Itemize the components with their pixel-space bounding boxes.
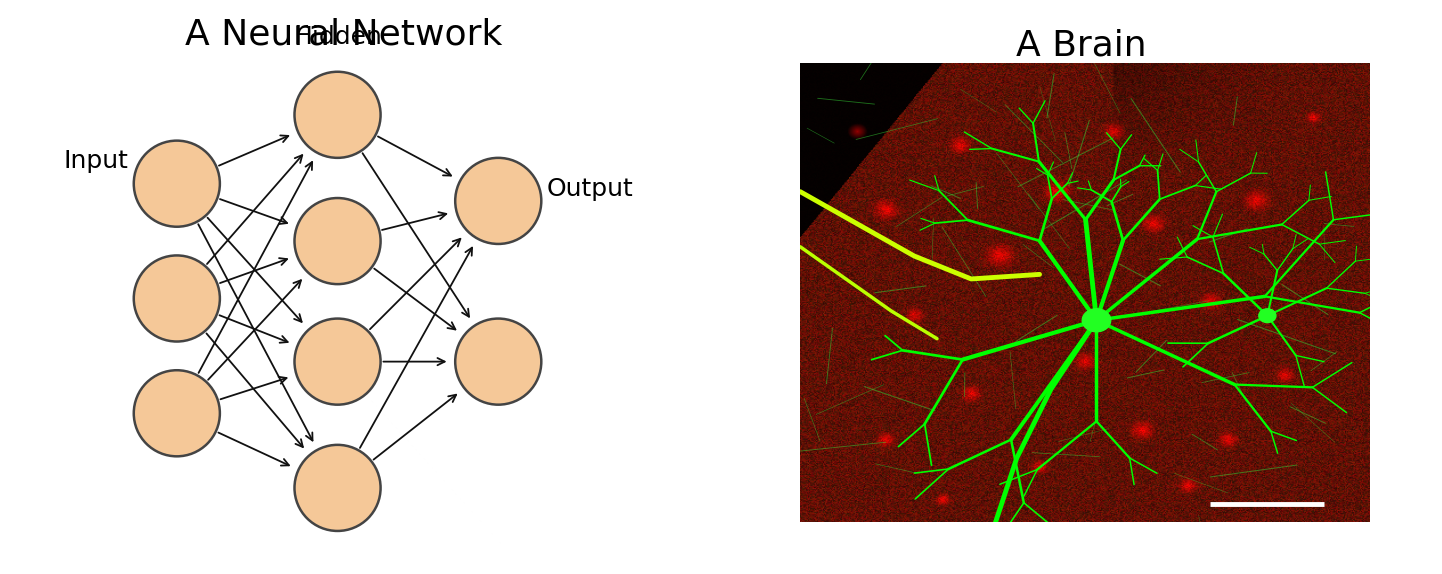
Circle shape [456, 158, 541, 244]
Text: Input: Input [63, 149, 128, 173]
Circle shape [1259, 309, 1276, 323]
Circle shape [456, 319, 541, 405]
Circle shape [134, 255, 219, 342]
Circle shape [294, 72, 381, 158]
Text: A Brain: A Brain [1017, 29, 1146, 63]
Circle shape [294, 198, 381, 284]
Circle shape [134, 370, 219, 456]
Text: Output: Output [547, 177, 634, 201]
Circle shape [294, 319, 381, 405]
Circle shape [1083, 309, 1110, 332]
Text: Hidden: Hidden [293, 25, 382, 49]
Circle shape [294, 445, 381, 531]
Text: A Neural Network: A Neural Network [185, 17, 502, 51]
Circle shape [134, 141, 219, 227]
